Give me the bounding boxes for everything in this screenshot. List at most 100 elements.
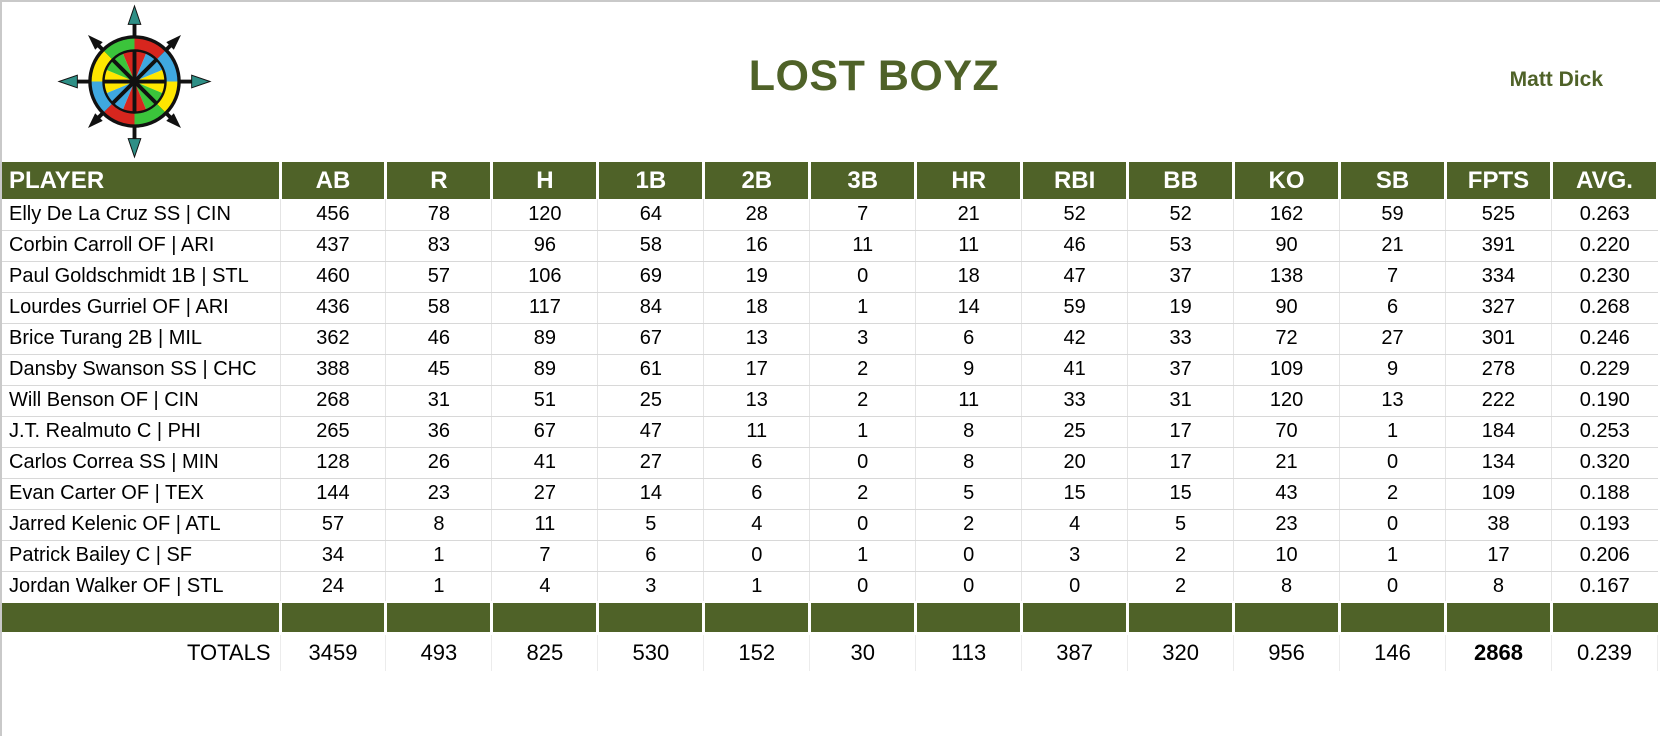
player-row: Paul Goldschmidt 1B | STL 460 57 106 69 19 0 18… (2, 261, 1658, 293)
stat-cell: 23 (385, 478, 493, 510)
stat-cell: 0 (1339, 571, 1446, 603)
player-row: Carlos Correa SS | MIN 128 26 41 27 6 0 8 20 17 21… (2, 447, 1658, 479)
totals-stat-cell: 320 (1127, 633, 1235, 671)
stat-cell: 21 (1233, 447, 1341, 479)
stat-cell: 1 (703, 571, 811, 603)
stat-cell: 184 (1445, 416, 1552, 448)
totals-stat-cell: 3459 (280, 633, 387, 671)
stat-cell: 128 (280, 447, 387, 479)
player-row: Jordan Walker OF | STL 24 1 4 3 1 0 0 0 2 8 0 8 0.167 (2, 571, 1658, 603)
stat-cell: 437 (280, 230, 387, 262)
stat-cell: 45 (385, 354, 493, 386)
stat-cell: 2 (809, 385, 917, 417)
stat-cell: 0 (1021, 571, 1129, 603)
stat-cell: 109 (1445, 478, 1552, 510)
stat-cell: 46 (1021, 230, 1129, 262)
totals-stat-cell: 493 (385, 633, 493, 671)
player-name-cell: Dansby Swanson SS | CHC (2, 354, 281, 386)
stat-cell: 0.190 (1551, 385, 1658, 417)
separator-cell (915, 601, 1024, 635)
separator-cell (1021, 601, 1130, 635)
stat-cell: 162 (1233, 199, 1341, 231)
stat-cell: 4 (703, 509, 811, 541)
stat-cell: 6 (1339, 292, 1446, 324)
stat-cell: 11 (915, 230, 1023, 262)
stat-cell: 14 (597, 478, 705, 510)
stat-cell: 0.253 (1551, 416, 1658, 448)
totals-stat-cell: 30 (809, 633, 917, 671)
stat-cell: 8 (1233, 571, 1341, 603)
player-stats-table: PLAYER AB R H 1B 2B 3B HR RBI BB KO SB FPTS AVG. Elly… (2, 162, 1660, 671)
stat-cell: 14 (915, 292, 1023, 324)
stat-cell: 11 (703, 416, 811, 448)
page-header: LOST BOYZ Matt Dick (2, 2, 1660, 162)
stat-cell: 0.246 (1551, 323, 1658, 355)
stat-cell: 67 (597, 323, 705, 355)
stat-cell: 0 (1339, 509, 1446, 541)
stat-cell: 78 (385, 199, 493, 231)
separator-cell (2, 601, 282, 635)
separator-cell (1551, 601, 1658, 635)
stat-cell: 57 (280, 509, 387, 541)
separator-cell (703, 601, 812, 635)
stat-cell: 64 (597, 199, 705, 231)
stat-cell: 0.220 (1551, 230, 1658, 262)
stat-cell: 17 (703, 354, 811, 386)
player-row: Brice Turang 2B | MIL 362 46 89 67 13 3 6 42 33 72… (2, 323, 1658, 355)
stat-cell: 1 (1339, 540, 1446, 572)
stat-cell: 46 (385, 323, 493, 355)
column-header-rbi: RBI (1021, 162, 1130, 199)
stat-cell: 0.193 (1551, 509, 1658, 541)
stat-cell: 1 (1339, 416, 1446, 448)
separator-row (2, 601, 1658, 635)
stat-cell: 134 (1445, 447, 1552, 479)
totals-stat-cell: 2868 (1445, 633, 1552, 671)
stat-cell: 4 (491, 571, 599, 603)
stat-cell: 2 (1339, 478, 1446, 510)
stat-cell: 5 (915, 478, 1023, 510)
stat-cell: 1 (385, 540, 493, 572)
stat-cell: 52 (1127, 199, 1235, 231)
player-name-cell: Patrick Bailey C | SF (2, 540, 281, 572)
stat-cell: 0.320 (1551, 447, 1658, 479)
stat-cell: 268 (280, 385, 387, 417)
stat-cell: 59 (1021, 292, 1129, 324)
stat-cell: 4 (1021, 509, 1129, 541)
stat-cell: 1 (809, 416, 917, 448)
player-name-cell: Jarred Kelenic OF | ATL (2, 509, 281, 541)
stat-cell: 6 (597, 540, 705, 572)
stat-cell: 2 (1127, 540, 1235, 572)
stat-cell: 436 (280, 292, 387, 324)
stat-cell: 15 (1127, 478, 1235, 510)
separator-cell (1339, 601, 1447, 635)
column-header-h: H (491, 162, 600, 199)
stat-cell: 31 (1127, 385, 1235, 417)
player-name-cell: Paul Goldschmidt 1B | STL (2, 261, 281, 293)
stat-cell: 0.263 (1551, 199, 1658, 231)
stat-cell: 72 (1233, 323, 1341, 355)
stat-cell: 6 (915, 323, 1023, 355)
stat-cell: 10 (1233, 540, 1341, 572)
stat-cell: 26 (385, 447, 493, 479)
stat-cell: 42 (1021, 323, 1129, 355)
column-header-ab: AB (280, 162, 388, 199)
page-title: LOST BOYZ (748, 52, 1000, 100)
column-header-bb: BB (1127, 162, 1236, 199)
stat-cell: 278 (1445, 354, 1552, 386)
totals-row: TOTALS 3459 493 825 530 152 30 113 387 320 956 146 2… (2, 633, 1659, 671)
column-header-3b: 3B (809, 162, 918, 199)
stat-cell: 222 (1445, 385, 1552, 417)
column-header-1b: 1B (597, 162, 706, 199)
stat-cell: 2 (915, 509, 1023, 541)
player-row: Jarred Kelenic OF | ATL 57 8 11 5 4 0 2 4 5 23 0 38 0… (2, 509, 1658, 541)
player-row: Lourdes Gurriel OF | ARI 436 58 117 84 18 1 14 5… (2, 292, 1658, 324)
stat-cell: 69 (597, 261, 705, 293)
stat-cell: 109 (1233, 354, 1341, 386)
stat-cell: 6 (703, 447, 811, 479)
stat-cell: 3 (1021, 540, 1129, 572)
stat-cell: 70 (1233, 416, 1341, 448)
stat-cell: 3 (809, 323, 917, 355)
stat-cell: 0 (809, 509, 917, 541)
stat-cell: 8 (915, 416, 1023, 448)
